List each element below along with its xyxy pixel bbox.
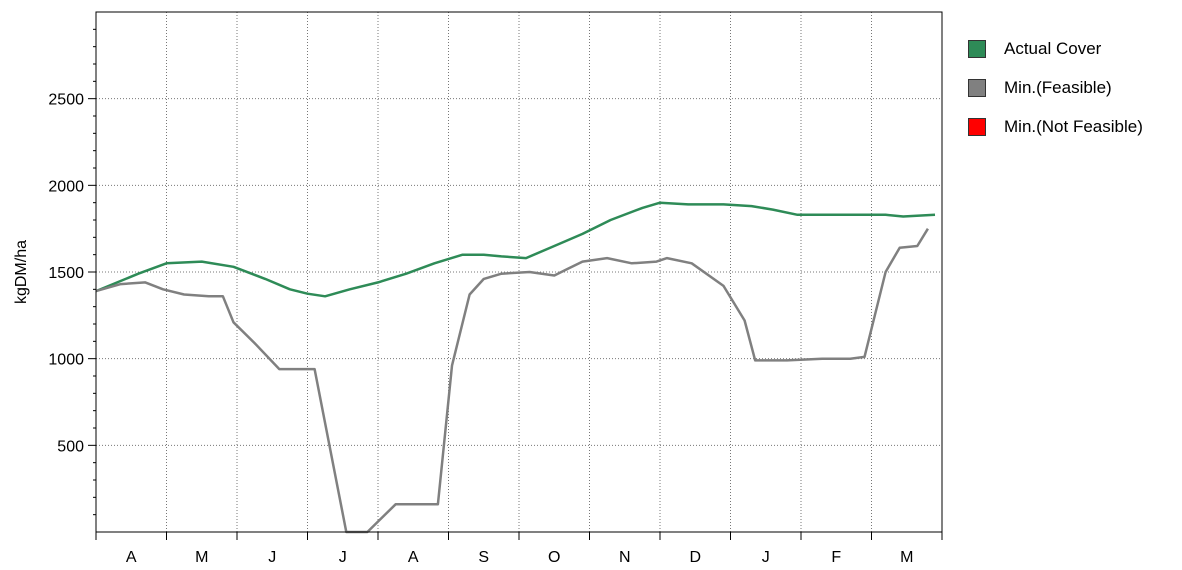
legend-label-actual-cover: Actual Cover [1004, 39, 1102, 58]
x-tick-label: A [126, 549, 137, 566]
y-tick-label: 1000 [48, 352, 84, 369]
y-tick-label: 2500 [48, 92, 84, 109]
x-tick-label: J [762, 549, 770, 566]
plot-border [95, 11, 943, 533]
legend-swatch-min-feasible [968, 79, 986, 97]
grid-lines [88, 12, 943, 540]
legend-swatch-min-not-feasible [968, 118, 986, 136]
x-tick-label: D [689, 549, 701, 566]
y-tick-label: 1500 [48, 265, 84, 282]
y-tick-label: 2000 [48, 178, 84, 195]
legend-item-min-feasible[interactable]: Min.(Feasible) [968, 75, 1143, 101]
x-tick-label: J [268, 549, 276, 566]
y-axis-label: kgDM/ha [13, 240, 30, 304]
series-line-1 [95, 228, 929, 534]
legend-label-min-not-feasible: Min.(Not Feasible) [1004, 117, 1143, 136]
y-tick-labels: 500 1000 1500 2000 2500 [48, 92, 84, 456]
legend-label-min-feasible: Min.(Feasible) [1004, 78, 1112, 97]
x-tick-label: S [478, 549, 489, 566]
legend-swatch-actual-cover [968, 40, 986, 58]
series-lines [95, 201, 936, 534]
series-line-0 [95, 201, 936, 298]
legend-item-min-not-feasible[interactable]: Min.(Not Feasible) [968, 114, 1143, 140]
x-tick-label: A [408, 549, 419, 566]
legend: Actual Cover Min.(Feasible) Min.(Not Fea… [968, 36, 1143, 153]
legend-item-actual-cover[interactable]: Actual Cover [968, 36, 1143, 62]
x-tick-label: J [339, 549, 347, 566]
y-tick-label: 500 [57, 438, 84, 455]
x-tick-label: M [195, 549, 208, 566]
x-tick-label: F [831, 549, 841, 566]
x-tick-label: O [548, 549, 560, 566]
x-tick-label: N [619, 549, 631, 566]
x-tick-label: M [900, 549, 913, 566]
